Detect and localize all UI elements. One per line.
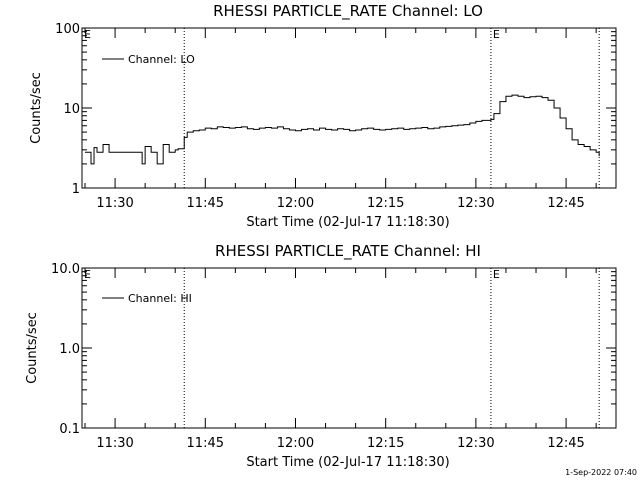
y-tick-label: 10.0: [51, 262, 80, 277]
x-tick-label: 12:00: [277, 196, 314, 211]
legend-label: Channel: HI: [128, 292, 192, 305]
chart-title: RHESSI PARTICLE_RATE Channel: LO: [213, 2, 483, 21]
y-tick-label: 0.1: [59, 422, 80, 437]
x-tick-label: 12:30: [457, 436, 494, 451]
x-tick-label: 11:45: [187, 196, 224, 211]
event-marker: E: [84, 268, 91, 281]
y-axis-label: Counts/sec: [29, 72, 44, 144]
panel-lo: RHESSI PARTICLE_RATE Channel: LO Counts/…: [29, 2, 617, 230]
tick-group: 11:30 11:45 12:00 12:15 12:30 12:45 0.1 1.0 10.0: [51, 262, 616, 451]
x-tick-label: 12:15: [367, 196, 404, 211]
panel-hi: RHESSI PARTICLE_RATE Channel: HI Counts/…: [25, 242, 617, 470]
x-tick-label: 11:30: [96, 436, 133, 451]
x-tick-label: 11:45: [187, 436, 224, 451]
y-axis-label: Counts/sec: [25, 312, 40, 384]
legend: Channel: LO: [102, 53, 195, 66]
y-tick-label: 10: [63, 102, 80, 117]
series-marks: [85, 94, 600, 165]
chart-title: RHESSI PARTICLE_RATE Channel: HI: [215, 242, 481, 261]
x-axis-label: Start Time (02-Jul-17 11:18:30): [246, 215, 449, 230]
x-tick-label: 12:30: [457, 196, 494, 211]
legend: Channel: HI: [102, 292, 192, 305]
x-tick-label: 11:30: [96, 196, 133, 211]
tick-group: 11:30 11:45 12:00 12:15 12:30 12:45 1 10 100: [55, 22, 616, 211]
event-marker: E: [493, 268, 500, 281]
x-tick-label: 12:00: [277, 436, 314, 451]
event-marker: E: [493, 28, 500, 41]
x-axis-label: Start Time (02-Jul-17 11:18:30): [246, 455, 449, 470]
x-tick-label: 12:45: [547, 196, 584, 211]
timestamp-label: 1-Sep-2022 07:40: [565, 468, 637, 477]
x-tick-label: 12:45: [547, 436, 584, 451]
y-tick-label: 100: [55, 22, 80, 37]
y-tick-label: 1: [72, 182, 80, 197]
legend-label: Channel: LO: [128, 53, 195, 66]
y-tick-label: 1.0: [59, 342, 80, 357]
x-tick-label: 12:15: [367, 436, 404, 451]
series-line: [85, 94, 600, 165]
event-marker: E: [84, 28, 91, 41]
